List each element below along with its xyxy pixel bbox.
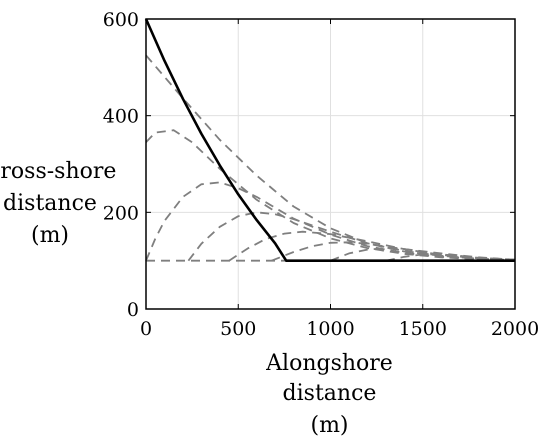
grid bbox=[146, 19, 515, 309]
y-axis-label-line: Cross-shore bbox=[0, 159, 116, 184]
series-layer bbox=[144, 18, 516, 263]
x-tick-label: 0 bbox=[140, 318, 152, 340]
y-axis-label-line: distance bbox=[3, 191, 97, 216]
x-tick-label: 2000 bbox=[491, 318, 539, 340]
x-axis-label: Alongshore distance (m) bbox=[265, 351, 393, 438]
x-tick-label: 500 bbox=[220, 318, 256, 340]
series-line-solid bbox=[144, 18, 515, 263]
series-line-dashed bbox=[385, 253, 516, 262]
y-tick-label: 400 bbox=[103, 106, 139, 128]
series-line-dashed bbox=[271, 241, 516, 262]
y-axis-label: Cross-shore distance (m) bbox=[0, 159, 116, 248]
axis-ticks: 0 500 1000 1500 2000 0 200 400 600 bbox=[103, 9, 539, 340]
x-tick-label: 1000 bbox=[306, 318, 354, 340]
x-axis-label-line: Alongshore bbox=[265, 351, 393, 376]
x-tick-label: 1500 bbox=[399, 318, 447, 340]
x-axis-label-line: distance bbox=[283, 381, 377, 406]
y-tick-label: 200 bbox=[103, 202, 139, 224]
series-line-dashed bbox=[330, 247, 516, 262]
series-line-dashed bbox=[187, 211, 516, 262]
x-axis-label-line: (m) bbox=[310, 413, 348, 438]
y-tick-label: 0 bbox=[127, 299, 139, 321]
series-line-dashed bbox=[145, 181, 516, 262]
y-tick-label: 600 bbox=[103, 9, 139, 31]
y-axis-label-line: (m) bbox=[31, 223, 69, 248]
